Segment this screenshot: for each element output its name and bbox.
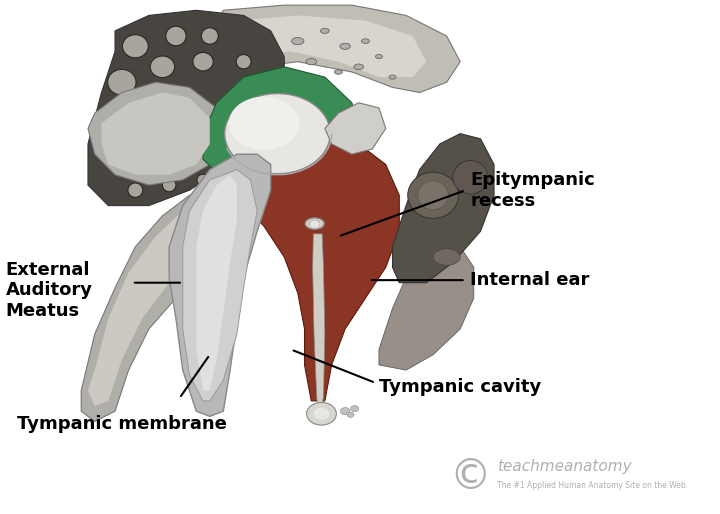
Ellipse shape — [292, 38, 304, 45]
Ellipse shape — [150, 56, 175, 78]
Polygon shape — [237, 139, 400, 401]
Polygon shape — [210, 5, 460, 93]
Ellipse shape — [122, 35, 148, 58]
Ellipse shape — [453, 160, 488, 194]
Ellipse shape — [305, 218, 324, 229]
Ellipse shape — [197, 174, 209, 186]
Text: Internal ear: Internal ear — [470, 271, 590, 289]
Ellipse shape — [334, 69, 342, 74]
Polygon shape — [88, 10, 284, 206]
Circle shape — [341, 408, 350, 415]
Ellipse shape — [107, 69, 136, 95]
Ellipse shape — [230, 127, 243, 140]
Ellipse shape — [187, 136, 205, 152]
Ellipse shape — [118, 144, 139, 164]
Ellipse shape — [236, 54, 251, 69]
Text: ©: © — [449, 456, 491, 498]
Ellipse shape — [320, 28, 329, 33]
Circle shape — [307, 402, 336, 425]
Circle shape — [229, 97, 299, 150]
Polygon shape — [102, 93, 210, 175]
Polygon shape — [203, 67, 359, 195]
Ellipse shape — [102, 106, 129, 131]
Ellipse shape — [153, 140, 172, 158]
Ellipse shape — [193, 52, 213, 71]
Ellipse shape — [166, 26, 186, 46]
Text: External
Auditory
Meatus: External Auditory Meatus — [6, 261, 92, 320]
Circle shape — [351, 406, 359, 412]
Ellipse shape — [433, 249, 460, 265]
Polygon shape — [392, 134, 494, 283]
Polygon shape — [223, 15, 426, 77]
Text: Tympanic membrane: Tympanic membrane — [17, 415, 227, 433]
Ellipse shape — [238, 154, 249, 164]
Text: Epitympanic
recess: Epitympanic recess — [470, 171, 595, 210]
Text: The #1 Applied Human Anatomy Site on the Web.: The #1 Applied Human Anatomy Site on the… — [498, 481, 688, 490]
Ellipse shape — [137, 97, 161, 119]
Circle shape — [310, 221, 320, 228]
Ellipse shape — [408, 172, 459, 218]
Ellipse shape — [202, 28, 218, 44]
Ellipse shape — [418, 181, 449, 210]
Text: teachmeanatomy: teachmeanatomy — [498, 459, 632, 474]
Polygon shape — [325, 103, 386, 154]
Circle shape — [225, 94, 330, 174]
Ellipse shape — [258, 92, 270, 103]
Polygon shape — [183, 170, 257, 401]
Text: Tympanic cavity: Tympanic cavity — [379, 377, 541, 396]
Ellipse shape — [163, 178, 176, 192]
Ellipse shape — [128, 183, 143, 197]
Ellipse shape — [179, 93, 200, 113]
Polygon shape — [88, 206, 210, 406]
Polygon shape — [88, 82, 223, 185]
Ellipse shape — [389, 75, 396, 79]
Ellipse shape — [221, 100, 239, 116]
Ellipse shape — [287, 75, 295, 80]
Ellipse shape — [340, 43, 351, 49]
Polygon shape — [197, 175, 237, 391]
Ellipse shape — [354, 64, 364, 69]
Polygon shape — [379, 247, 474, 370]
Ellipse shape — [361, 39, 369, 44]
Polygon shape — [197, 175, 237, 221]
Polygon shape — [81, 190, 230, 421]
Circle shape — [313, 408, 330, 420]
Ellipse shape — [306, 59, 317, 65]
Ellipse shape — [310, 220, 320, 227]
Ellipse shape — [375, 54, 382, 59]
Polygon shape — [312, 234, 325, 406]
Circle shape — [347, 412, 354, 417]
Polygon shape — [169, 154, 271, 416]
